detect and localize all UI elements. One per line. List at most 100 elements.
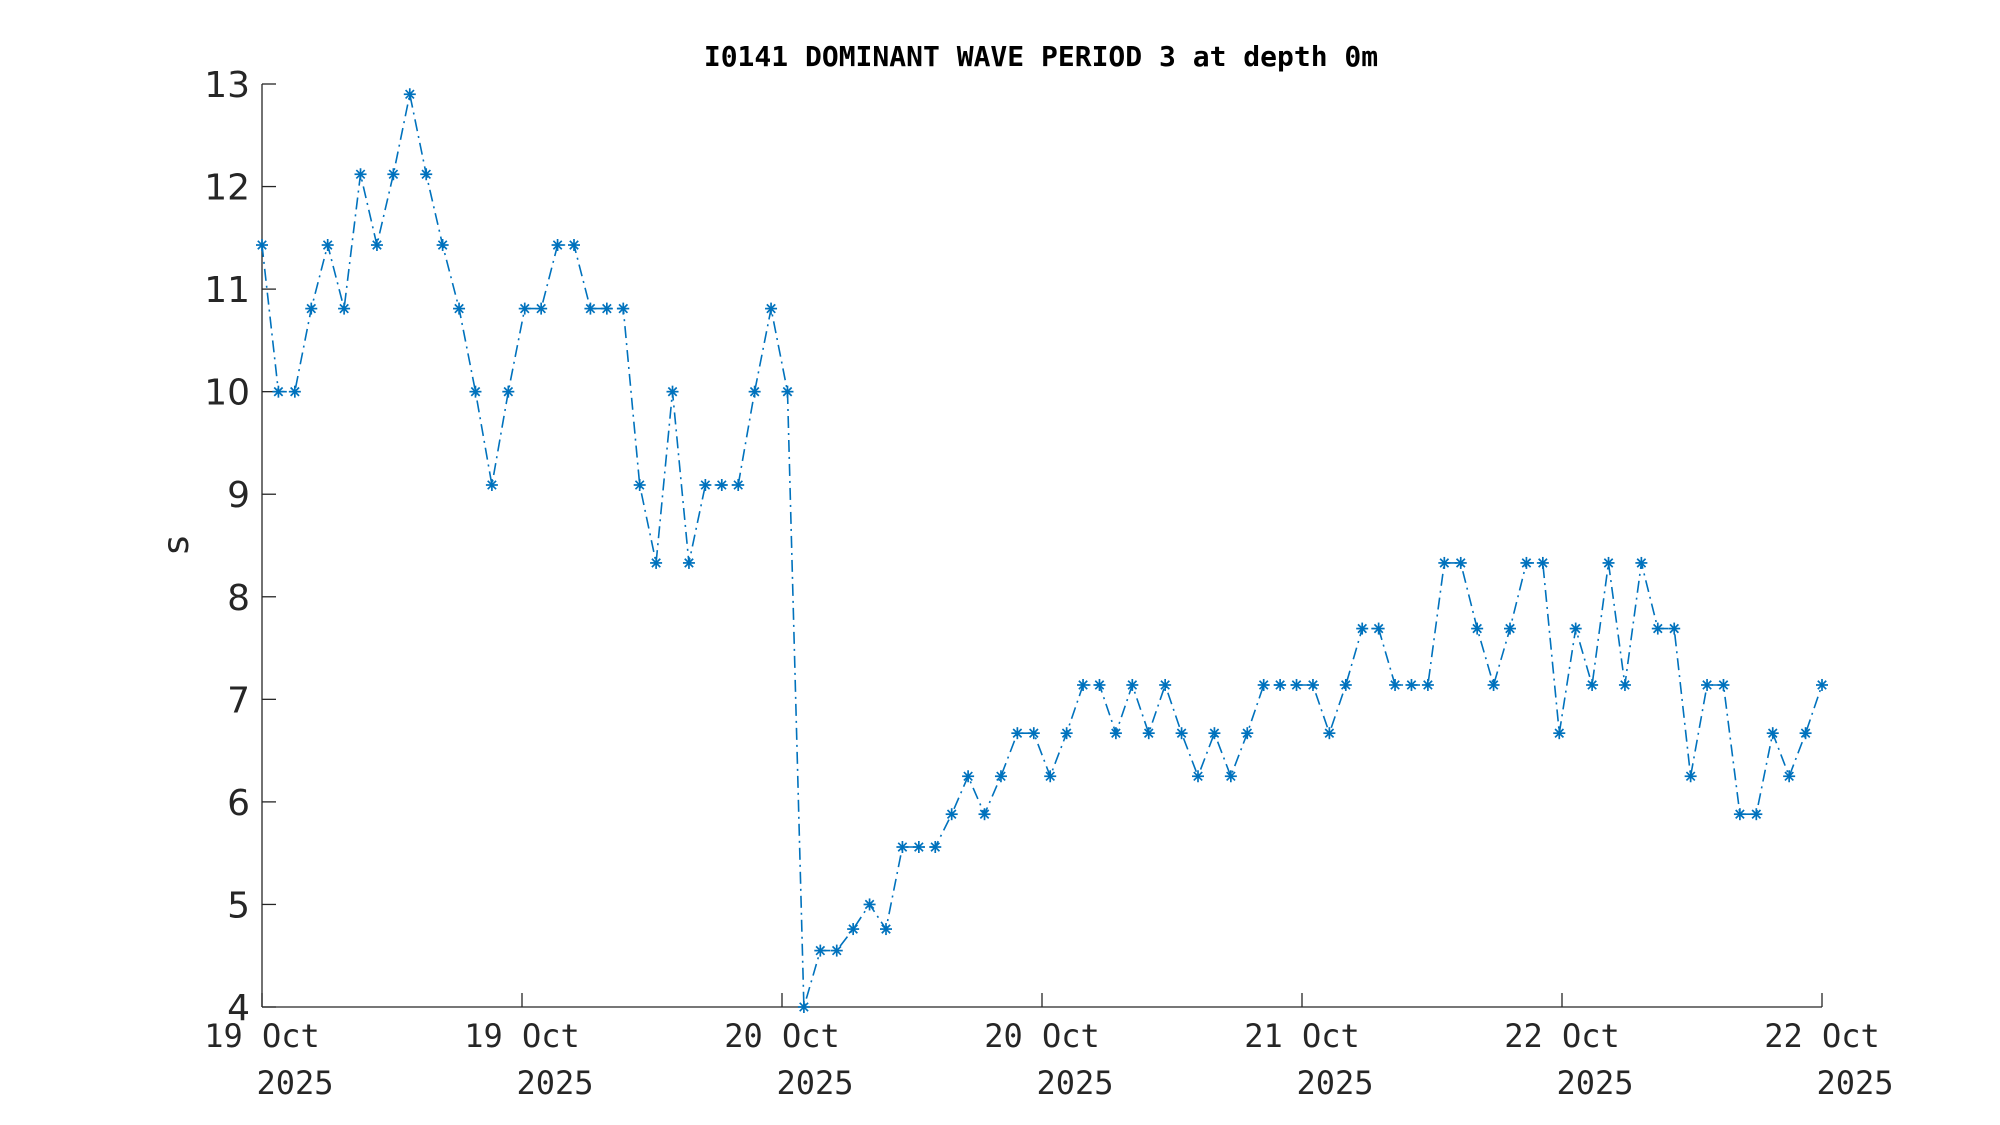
series-line	[261, 94, 1823, 1008]
data-point	[1011, 727, 1024, 740]
data-point	[1372, 622, 1385, 635]
data-point	[1618, 678, 1631, 691]
y-tick-label: 6	[227, 783, 250, 824]
data-point	[863, 898, 876, 911]
y-axis-label: s	[156, 536, 197, 555]
data-point	[880, 923, 892, 936]
data-point	[1109, 727, 1122, 740]
data-point	[485, 478, 498, 491]
data-point	[272, 385, 285, 398]
y-tick-label: 11	[204, 270, 250, 311]
data-point	[1750, 808, 1763, 821]
data-point	[1274, 678, 1287, 691]
data-point	[1323, 727, 1336, 740]
data-point	[1389, 678, 1402, 691]
data-point	[1421, 678, 1434, 691]
data-point	[994, 770, 1007, 783]
data-point	[1257, 678, 1270, 691]
data-point	[420, 168, 433, 181]
data-point	[781, 385, 794, 398]
data-point	[370, 239, 383, 252]
x-tick-label-year: 2025	[1296, 1064, 1373, 1102]
data-point	[1126, 678, 1139, 691]
data-point	[962, 770, 975, 783]
data-point	[1717, 678, 1730, 691]
x-tick-label-year: 2025	[1816, 1064, 1893, 1102]
data-point	[1339, 678, 1352, 691]
x-tick-label-day: 21 Oct	[1244, 1017, 1360, 1055]
data-point	[1027, 727, 1040, 740]
data-point	[502, 385, 515, 398]
data-point	[288, 385, 301, 398]
data-point	[1471, 622, 1484, 635]
data-point	[1142, 727, 1155, 740]
data-point	[1356, 622, 1369, 635]
data-point	[321, 239, 334, 252]
data-point	[1504, 622, 1516, 635]
data-point	[1783, 770, 1796, 783]
data-point	[354, 168, 367, 181]
data-point	[814, 944, 827, 957]
data-point	[699, 478, 712, 491]
x-tick-label-day: 22 Oct	[1764, 1017, 1880, 1055]
data-point	[945, 808, 958, 821]
data-point	[715, 478, 728, 491]
y-tick-label: 5	[227, 885, 250, 926]
data-point	[584, 302, 597, 315]
data-point	[1635, 556, 1648, 569]
data-point	[748, 385, 761, 398]
data-point	[1766, 727, 1779, 740]
data-point	[568, 239, 580, 252]
data-point	[1602, 556, 1615, 569]
x-tick-label-year: 2025	[1556, 1064, 1633, 1102]
data-point	[518, 302, 531, 315]
data-point	[1405, 678, 1418, 691]
data-point	[912, 841, 925, 854]
data-point	[256, 239, 268, 252]
data-point	[1553, 727, 1566, 740]
data-point	[305, 302, 318, 315]
series-layer	[256, 88, 1828, 1013]
data-point	[403, 88, 416, 101]
data-point	[1733, 808, 1746, 821]
x-tick-label-day: 19 Oct	[464, 1017, 580, 1055]
data-point	[1290, 678, 1303, 691]
data-point	[1241, 727, 1254, 740]
data-point	[830, 944, 843, 957]
data-point	[1159, 678, 1172, 691]
data-point	[847, 923, 860, 936]
data-point	[732, 478, 745, 491]
data-point	[1651, 622, 1664, 635]
data-point	[1060, 727, 1073, 740]
x-tick-label-day: 22 Oct	[1504, 1017, 1620, 1055]
data-point	[387, 168, 400, 181]
y-tick-label: 12	[204, 168, 250, 209]
data-point	[1520, 556, 1533, 569]
y-tick-label: 4	[227, 988, 250, 1029]
data-point	[1077, 678, 1090, 691]
data-point	[1192, 770, 1204, 783]
x-tick-label-year: 2025	[1036, 1064, 1113, 1102]
data-point	[469, 385, 482, 398]
data-point	[1093, 678, 1106, 691]
x-tick-label-day: 20 Oct	[724, 1017, 840, 1055]
data-point	[1454, 556, 1467, 569]
data-point	[1438, 556, 1451, 569]
data-point	[1487, 678, 1500, 691]
data-point	[650, 556, 663, 569]
data-point	[1799, 727, 1812, 740]
y-tick-label: 13	[204, 65, 250, 106]
data-point	[338, 302, 351, 315]
data-point	[633, 478, 646, 491]
chart-title: I0141 DOMINANT WAVE PERIOD 3 at depth 0m	[704, 40, 1378, 73]
data-point	[600, 302, 613, 315]
data-point	[797, 1001, 810, 1013]
data-point	[765, 302, 778, 315]
data-point	[1224, 770, 1237, 783]
data-point	[1816, 678, 1828, 691]
axes: 4 5 6 7 8 9 10 11 12 13 19 Oct 2025 19 Oct 2025 20 Oct…	[204, 65, 1893, 1102]
data-point	[929, 841, 942, 854]
data-point	[666, 385, 679, 398]
data-point	[535, 302, 548, 315]
